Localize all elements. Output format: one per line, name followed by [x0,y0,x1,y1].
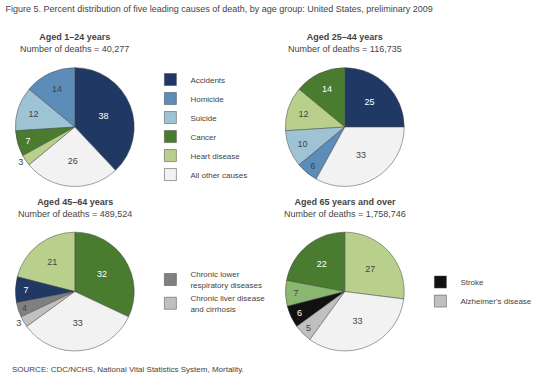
svg-text:32: 32 [97,269,107,279]
svg-text:Figure 5. Percent distribution: Figure 5. Percent distribution of five l… [6,4,433,14]
svg-text:Heart disease: Heart disease [190,152,240,161]
svg-text:Stroke: Stroke [460,278,484,287]
svg-text:Aged 45–64 yearsNumber of deat: Aged 45–64 yearsNumber of deaths = 489,5… [18,197,132,219]
svg-text:Suicide: Suicide [190,114,217,123]
svg-text:5: 5 [306,323,311,333]
svg-text:14: 14 [52,84,62,94]
svg-text:22: 22 [317,259,327,269]
svg-text:7: 7 [24,285,29,295]
svg-text:25: 25 [364,97,374,107]
svg-text:Aged 1–24 yearsNumber of death: Aged 1–24 yearsNumber of deaths = 40,277 [20,32,129,54]
svg-text:Chronic liver diseaseand cirrh: Chronic liver diseaseand cirrhosis [190,294,265,313]
svg-text:26: 26 [68,156,78,166]
svg-text:3: 3 [18,157,23,167]
svg-text:14: 14 [322,84,332,94]
svg-text:12: 12 [29,109,39,119]
svg-text:Aged 25–44 yearsNumber of deat: Aged 25–44 yearsNumber of deaths = 116,7… [288,32,402,54]
svg-text:33: 33 [73,318,83,328]
svg-text:38: 38 [98,111,108,121]
svg-text:Aged 65 years and overNumber o: Aged 65 years and overNumber of deaths =… [284,197,406,219]
svg-text:Chronic lowerrespiratory disea: Chronic lowerrespiratory diseases [190,270,262,289]
svg-text:10: 10 [298,139,308,149]
svg-text:6: 6 [310,161,315,171]
svg-text:7: 7 [294,288,299,298]
svg-text:27: 27 [365,264,375,274]
svg-text:Cancer: Cancer [190,133,216,142]
svg-text:33: 33 [356,150,366,160]
svg-text:SOURCE: CDC/NCHS, National Vit: SOURCE: CDC/NCHS, National Vital Statist… [12,365,244,374]
svg-text:21: 21 [47,257,57,267]
svg-text:Alzheimer's disease: Alzheimer's disease [460,297,531,306]
svg-text:12: 12 [299,109,309,119]
svg-text:33: 33 [352,316,362,326]
svg-text:Homicide: Homicide [190,95,224,104]
svg-text:6: 6 [297,308,302,318]
svg-text:All other causes: All other causes [190,171,247,180]
svg-text:Accidents: Accidents [190,76,225,85]
svg-text:7: 7 [25,136,30,146]
svg-text:4: 4 [22,303,27,313]
svg-text:3: 3 [16,318,21,328]
